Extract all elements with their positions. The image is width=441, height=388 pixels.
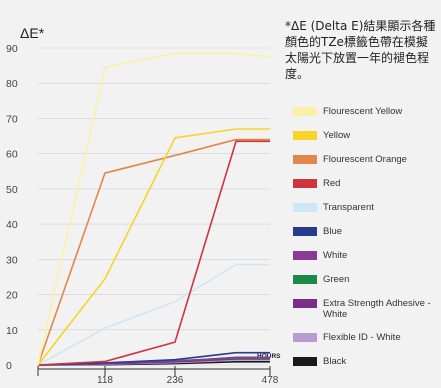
y-tick-label: 50 (6, 184, 18, 196)
legend-label: White (323, 250, 348, 261)
fade-note: *ΔE (Delta E)結果顯示各種顏色的TZe標籤色帶在模擬太陽光下放置一年… (285, 19, 436, 81)
legend-item: Red (293, 178, 441, 202)
legend-swatch (293, 275, 317, 284)
series-line (37, 263, 270, 366)
legend-label: Flourescent Yellow (323, 106, 403, 117)
y-axis-label: ΔE* (20, 25, 45, 41)
y-tick-label: 40 (6, 219, 18, 231)
legend-swatch (293, 357, 317, 366)
legend-label: Green (323, 274, 350, 285)
y-tick-label: 70 (6, 113, 18, 125)
series-line (37, 138, 270, 366)
legend-label: Flexible ID - White (323, 332, 401, 343)
x-tick-label: 236 (167, 375, 184, 386)
y-tick-label: 90 (6, 43, 18, 55)
y-tick-label: 30 (6, 254, 18, 266)
legend-item: Flourescent Yellow (293, 106, 441, 130)
legend-swatch (293, 131, 317, 140)
legend-item: Flexible ID - White (293, 332, 441, 356)
legend-item: Extra Strength Adhesive - White (293, 298, 441, 332)
legend-item: Blue (293, 226, 441, 250)
legend-item: Flourescent Orange (293, 154, 441, 178)
legend-label: Transparent (323, 202, 374, 213)
legend-label: Flourescent Orange (323, 154, 407, 165)
y-tick-label: 0 (6, 360, 12, 372)
legend-label: Red (323, 178, 341, 189)
legend-item: Black (293, 356, 441, 380)
legend-swatch (293, 251, 317, 260)
legend-item: Yellow (293, 130, 441, 154)
series-line (37, 351, 270, 366)
y-tick-label: 80 (6, 78, 18, 90)
legend-swatch (293, 299, 317, 308)
legend-swatch (293, 227, 317, 236)
series-line (37, 140, 270, 366)
y-tick-label: 10 (6, 325, 18, 337)
x-tick-label: 478 (262, 375, 279, 386)
legend-swatch (293, 333, 317, 342)
legend-label: Extra Strength Adhesive - White (323, 298, 431, 320)
y-tick-label: 60 (6, 149, 18, 161)
series-line (37, 52, 271, 366)
legend: Flourescent Yellow Yellow Flourescent Oran… (293, 106, 441, 380)
legend-label: Blue (323, 226, 343, 237)
series-line (37, 128, 270, 366)
x-tick-label: 118 (97, 375, 113, 386)
legend-swatch (293, 155, 317, 164)
legend-item: Green (293, 274, 441, 298)
y-tick-label: 20 (6, 290, 18, 302)
legend-item: White (293, 250, 441, 274)
legend-swatch (293, 107, 317, 116)
legend-label: Yellow (323, 130, 351, 141)
legend-item: Transparent (293, 202, 441, 226)
legend-swatch (293, 179, 317, 188)
legend-label: Black (323, 356, 347, 367)
legend-swatch (293, 203, 317, 212)
